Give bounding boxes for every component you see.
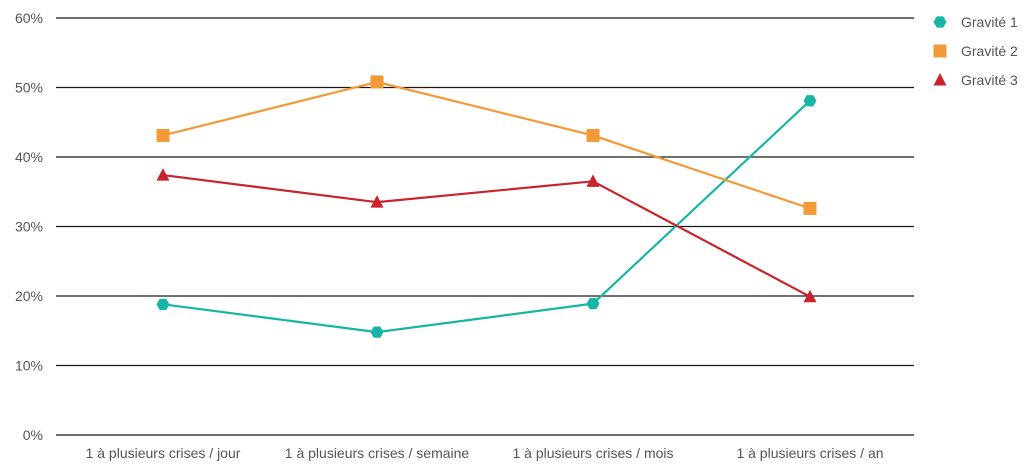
legend-item: Gravité 2 [933,43,1018,59]
data-point [803,95,817,107]
legend: Gravité 1 Gravité 2 Gravité 3 [933,14,1018,88]
y-tick-label: 20% [15,288,43,304]
series-2 [156,75,817,215]
data-point [586,174,600,187]
data-point [370,195,384,208]
legend-label: Gravité 2 [961,43,1018,59]
series-line [162,80,811,210]
x-category-label: 1 à plusieurs crises / an [736,445,883,461]
y-axis-ticks: 0% 10% 20% 30% 40% 50% 60% [15,10,43,443]
legend-item: Gravité 3 [933,72,1018,88]
series [156,75,817,338]
data-point [586,298,600,310]
y-tick-label: 60% [15,10,43,26]
legend-label: Gravité 3 [961,72,1018,88]
y-tick-label: 0% [23,427,43,443]
legend-marker [933,44,947,58]
x-category-label: 1 à plusieurs crises / semaine [285,445,470,461]
data-point [156,168,170,181]
data-point [370,326,384,338]
legend-item: Gravité 1 [933,14,1018,30]
legend-label: Gravité 1 [961,14,1018,30]
x-category-label: 1 à plusieurs crises / jour [86,445,241,461]
legend-marker [933,73,947,86]
series-1 [156,95,817,338]
data-point [156,298,170,310]
data-point [586,128,600,142]
data-point [370,75,384,89]
data-point [156,128,170,142]
legend-marker [933,16,947,28]
y-tick-label: 50% [15,80,43,96]
y-tick-label: 30% [15,219,43,235]
x-category-label: 1 à plusieurs crises / mois [512,445,673,461]
y-tick-label: 40% [15,149,43,165]
series-line [162,173,811,298]
data-point [803,201,817,215]
x-axis-categories: 1 à plusieurs crises / jour 1 à plusieurs… [86,445,884,461]
gridlines [56,17,914,436]
data-point [803,289,817,303]
y-tick-label: 10% [15,358,43,374]
series-line [162,99,811,334]
series-3 [156,168,817,303]
